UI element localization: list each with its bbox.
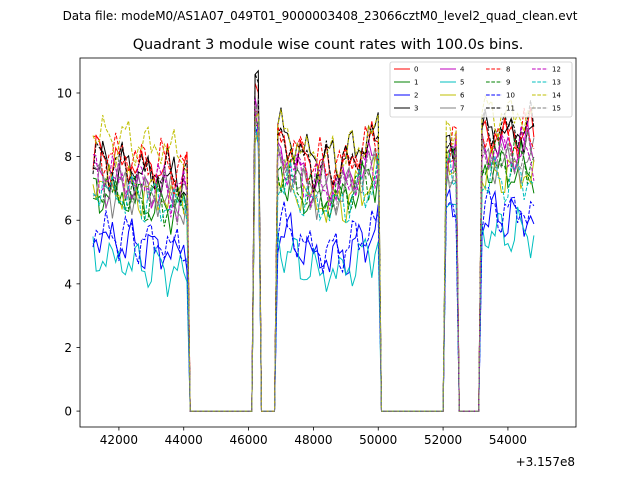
legend-label-12: 12 [552, 66, 561, 74]
x-tick-label: 48000 [294, 433, 332, 447]
x-tick-label: 46000 [229, 433, 267, 447]
y-tick-label: 6 [64, 214, 72, 228]
x-offset-label: +3.157e8 [516, 455, 575, 469]
legend-label-9: 9 [506, 79, 510, 87]
series-line-11 [92, 73, 535, 412]
x-tick-label: 50000 [359, 433, 397, 447]
plot-frame [79, 57, 577, 428]
legend-label-7: 7 [460, 105, 464, 113]
legend-label-11: 11 [506, 105, 515, 113]
series-line-15 [92, 104, 535, 412]
y-axis: 0 2 4 6 8 10 [57, 86, 80, 419]
legend-frame [389, 61, 573, 118]
legend-label-3: 3 [414, 105, 418, 113]
chart-title: Quadrant 3 module wise count rates with … [133, 37, 524, 53]
legend-label-2: 2 [414, 92, 418, 100]
legend-label-5: 5 [460, 79, 464, 87]
legend-label-6: 6 [460, 92, 465, 100]
x-tick-label: 44000 [165, 433, 203, 447]
figure-suptitle: Data file: modeM0/AS1A07_049T01_90000034… [63, 9, 578, 23]
y-tick-label: 2 [64, 341, 72, 355]
legend-label-14: 14 [552, 92, 561, 100]
y-tick-label: 4 [64, 277, 72, 291]
x-tick-label: 52000 [424, 433, 462, 447]
legend-label-8: 8 [506, 66, 510, 74]
y-tick-label: 0 [64, 405, 72, 419]
legend-label-0: 0 [414, 66, 418, 74]
x-tick-label: 42000 [100, 433, 138, 447]
legend-label-1: 1 [414, 79, 418, 87]
x-axis: 42000 44000 46000 48000 50000 52000 54000 [100, 427, 527, 447]
series-layer [92, 69, 535, 412]
legend-label-4: 4 [460, 66, 465, 74]
y-tick-label: 10 [57, 86, 72, 100]
legend-label-15: 15 [552, 105, 561, 113]
legend-label-13: 13 [552, 79, 561, 87]
legend-label-10: 10 [506, 92, 515, 100]
y-tick-label: 8 [64, 150, 72, 164]
series-line-12 [92, 108, 535, 412]
x-tick-label: 54000 [489, 433, 527, 447]
